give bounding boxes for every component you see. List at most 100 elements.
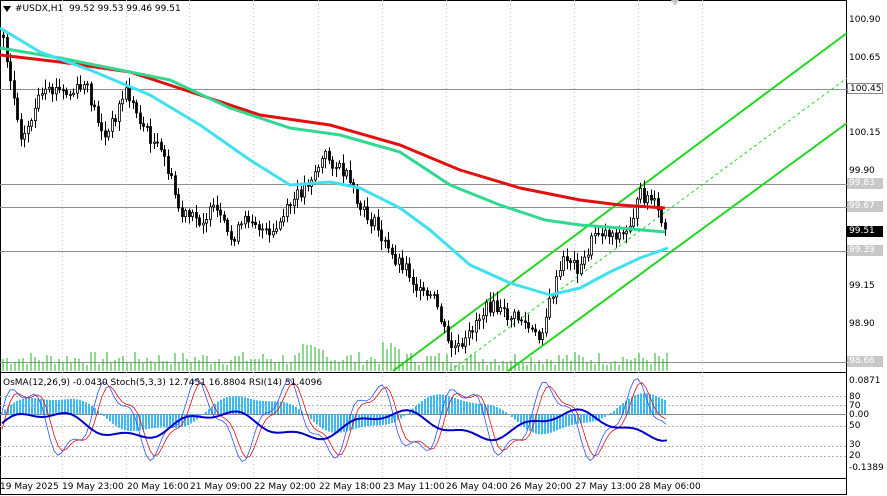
candle-body: [76, 84, 79, 94]
ma-50-line: [0, 26, 669, 297]
time-label: 19 May 23:00: [62, 482, 124, 492]
candle-body: [468, 330, 471, 339]
candle-body: [464, 337, 467, 347]
candle-body: [198, 217, 201, 226]
level-tag-99-83: 99.83: [847, 178, 883, 189]
stoch-main-line: [1, 378, 667, 462]
candle-body: [244, 215, 247, 225]
candle-body: [499, 307, 502, 313]
candle-body: [135, 102, 138, 114]
candle-body: [30, 120, 33, 127]
candle-body: [545, 316, 548, 334]
indicator-axis-label: -0.1389: [849, 463, 884, 473]
candle-body: [90, 83, 93, 106]
price-label: 98.90: [849, 319, 875, 329]
candle-body: [300, 189, 303, 198]
level-tag-99-67: 99.67: [847, 201, 883, 212]
candle-body: [247, 215, 250, 223]
time-label: 26 May 04:00: [446, 482, 508, 492]
candle-body: [387, 239, 390, 249]
candle-body: [608, 229, 611, 237]
candle-body: [657, 198, 660, 211]
candle-body: [366, 206, 369, 221]
candle-body: [34, 107, 37, 122]
indicator-axis-label: 0.00: [849, 410, 870, 420]
indicator-axis-label: 50: [849, 421, 861, 431]
candle-body: [62, 89, 65, 92]
candle-body: [373, 216, 376, 227]
candle-body: [55, 87, 58, 95]
level-tag-98-66: 98.66: [847, 356, 883, 367]
symbol-timeframe: #USDX,H1: [15, 4, 64, 14]
candle-body: [240, 223, 243, 226]
candle-body: [370, 219, 373, 227]
candle-body: [534, 328, 537, 333]
candle-body: [426, 290, 429, 296]
candle-body: [643, 187, 646, 204]
candle-body: [471, 330, 474, 333]
candle-body: [415, 283, 418, 291]
candle-body: [16, 97, 19, 121]
candle-body: [496, 300, 499, 313]
candle-body: [531, 327, 534, 330]
chart-frame: [0, 0, 847, 495]
candle-body: [160, 141, 163, 151]
level-tag-100-45: 100.45: [847, 83, 883, 94]
candle-body: [321, 158, 324, 168]
candle-body: [156, 141, 159, 144]
candle-body: [111, 118, 114, 132]
candle-body: [44, 88, 47, 95]
time-label: 22 May 18:00: [319, 482, 381, 492]
candle-body: [58, 87, 61, 91]
candle-body: [622, 232, 625, 235]
candle-body: [104, 130, 107, 138]
time-label: 20 May 16:00: [127, 482, 189, 492]
candle-body: [223, 214, 226, 221]
candle-body: [289, 204, 292, 207]
candle-body: [86, 83, 89, 86]
symbol-dropdown-icon[interactable]: [3, 5, 11, 12]
time-label: 26 May 20:00: [510, 482, 572, 492]
candle-body: [562, 256, 565, 271]
candle-body: [380, 229, 383, 242]
candle-body: [195, 211, 198, 219]
candle-body: [345, 170, 348, 177]
candle-body: [48, 86, 51, 90]
candle-body: [552, 296, 555, 299]
candle-body: [517, 311, 520, 321]
candle-body: [401, 257, 404, 271]
ma-200-line: [0, 53, 666, 210]
candle-body: [314, 171, 317, 181]
candle-body: [163, 149, 166, 157]
candle-body: [268, 228, 271, 236]
candle-body: [580, 263, 583, 274]
candle-body: [20, 119, 23, 140]
candle-body: [461, 343, 464, 347]
candle-body: [282, 216, 285, 223]
candle-body: [167, 156, 170, 174]
candle-body: [51, 86, 54, 95]
channel-mid-line: [449, 77, 848, 372]
candle-body: [559, 270, 562, 278]
candle-body: [601, 233, 604, 237]
candle-body: [510, 318, 513, 321]
candle-body: [100, 122, 103, 132]
candle-body: [191, 211, 194, 217]
candle-body: [216, 204, 219, 211]
candle-body: [412, 277, 415, 285]
rsi-line: [1, 408, 668, 442]
candle-body: [142, 123, 145, 127]
candle-body: [398, 257, 401, 265]
candle-body: [23, 133, 26, 140]
candle-body: [41, 93, 44, 96]
time-label: 28 May 06:00: [639, 482, 701, 492]
candle-body: [408, 263, 411, 278]
candle-body: [576, 259, 579, 274]
candle-body: [506, 308, 509, 321]
candle-body: [527, 322, 530, 329]
price-label: 99.90: [849, 166, 875, 176]
candle-body: [541, 332, 544, 341]
ohlc-values: 99.52 99.53 99.46 99.51: [69, 4, 181, 14]
candle-body: [475, 320, 478, 333]
